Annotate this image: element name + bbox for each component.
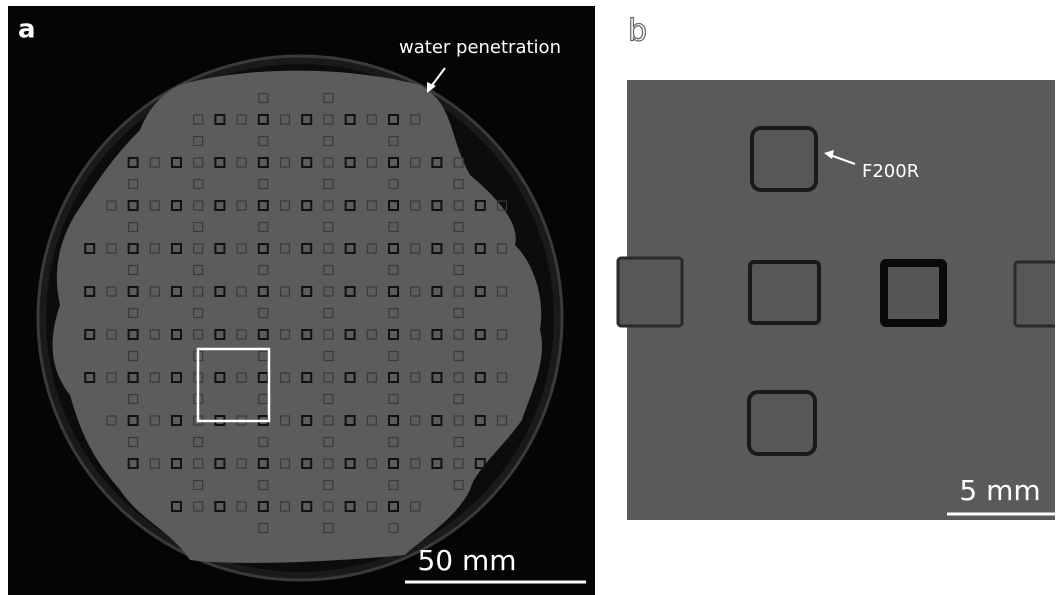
panel-label: b — [628, 14, 647, 49]
annotation: water penetration — [399, 37, 561, 58]
scale-bar-label: 50 mm — [417, 544, 516, 577]
edge — [1055, 80, 1061, 520]
pattern-square — [752, 128, 816, 190]
panel-a: a water penetration 50 mm — [8, 6, 595, 595]
pattern-square — [750, 262, 819, 323]
pattern-square — [884, 263, 943, 323]
scale-bar-label: 5 mm — [959, 474, 1040, 507]
panel-label: a — [18, 15, 36, 45]
panel-b: b F200R 5 mm — [618, 14, 1061, 521]
pattern-square — [749, 392, 815, 454]
figure: a water penetration 50 mm b F200R 5 mm — [0, 0, 1061, 595]
annotation: F200R — [862, 161, 919, 182]
pattern-square — [618, 258, 682, 326]
pattern-square — [1015, 262, 1061, 326]
panel-b-background — [627, 80, 1061, 520]
